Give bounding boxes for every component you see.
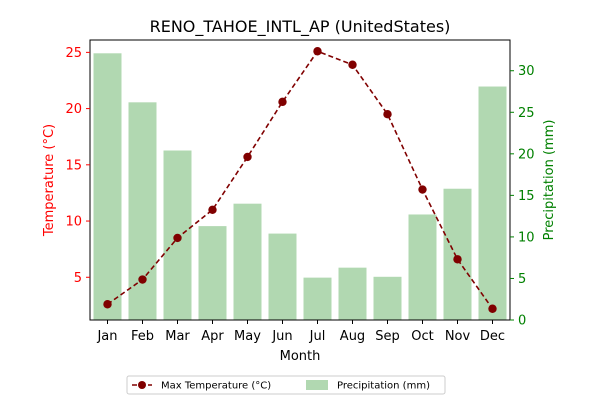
temperature-line [107,50,494,310]
x-tick-label: May [234,329,261,344]
y-right-tick-label: 15 [518,189,535,204]
temperature-point-sep [383,110,392,119]
precip-bar-may [233,203,262,320]
plot-frame [89,39,511,321]
legend-label-precipitation: Precipitation (mm) [337,381,430,392]
y-right-tick-label: 20 [518,147,535,162]
precip-bar-jan [93,53,122,321]
temperature-point-nov [453,255,462,264]
temperature-point-aug [348,60,357,69]
x-tick-label: Aug [340,329,365,344]
y-left-tick-label: 25 [65,46,82,61]
y-left-tick-label: 5 [74,271,82,286]
y-right-tick-label: 0 [518,314,526,329]
x-tick-label: Apr [201,329,224,344]
precip-bar-dec [478,86,507,320]
y-right-tick-label: 5 [518,272,526,287]
y-left-tick-label: 20 [65,102,82,117]
y-axis-right: 0 5 10 15 20 25 30 [510,64,535,329]
y-axis-left: 5 10 15 20 25 [65,46,90,286]
chart-title: RENO_TAHOE_INTL_AP (UnitedStates) [150,17,451,37]
y-right-tick-label: 30 [518,64,535,79]
legend-label-temperature: Max Temperature (°C) [161,381,271,392]
legend-line-marker [138,381,146,389]
x-tick-label: Jan [96,329,117,344]
temperature-point-feb [138,275,147,284]
temperature-point-jan [103,300,112,309]
temperature-point-oct [418,185,427,194]
bar-layer [93,53,507,321]
y-right-tick-label: 25 [518,106,535,121]
x-tick-label: Jul [309,329,326,344]
y-left-tick-label: 15 [65,158,82,173]
precip-bar-aug [338,267,367,320]
x-tick-label: Mar [165,329,190,344]
x-axis: Jan Feb Mar Apr May Jun Jul Aug Sep Oct Nov Dec [96,320,505,344]
x-tick-label: Sep [375,329,400,344]
y-right-tick-label: 10 [518,230,535,245]
precip-bar-oct [408,214,437,320]
precip-bar-feb [128,102,157,320]
temperature-point-mar [173,233,182,243]
temperature-point-jun [278,97,287,107]
x-axis-label: Month [280,349,321,364]
x-tick-label: Dec [480,329,505,344]
y-axis-right-label: Precipitation (mm) [542,120,557,241]
temperature-point-dec [488,304,497,313]
x-tick-label: Jun [271,329,292,344]
precip-bar-jun [268,233,297,320]
legend-box [126,375,446,395]
x-tick-label: Feb [131,329,154,344]
temperature-point-apr [208,205,217,214]
precip-bar-sep [373,276,402,320]
temperature-point-jul [313,47,322,56]
temperature-point-may [243,152,252,162]
precip-bar-jul [303,277,332,320]
line-layer [103,47,497,313]
precip-bar-apr [198,226,227,320]
y-axis-left-label: Temperature (°C) [42,124,57,237]
x-tick-label: Oct [411,329,433,344]
legend-bar-swatch [306,380,328,390]
precip-bar-nov [443,188,472,320]
y-left-tick-label: 10 [65,215,82,230]
x-tick-label: Nov [445,329,471,344]
legend: Max Temperature (°C) Precipitation (mm) [126,375,446,395]
